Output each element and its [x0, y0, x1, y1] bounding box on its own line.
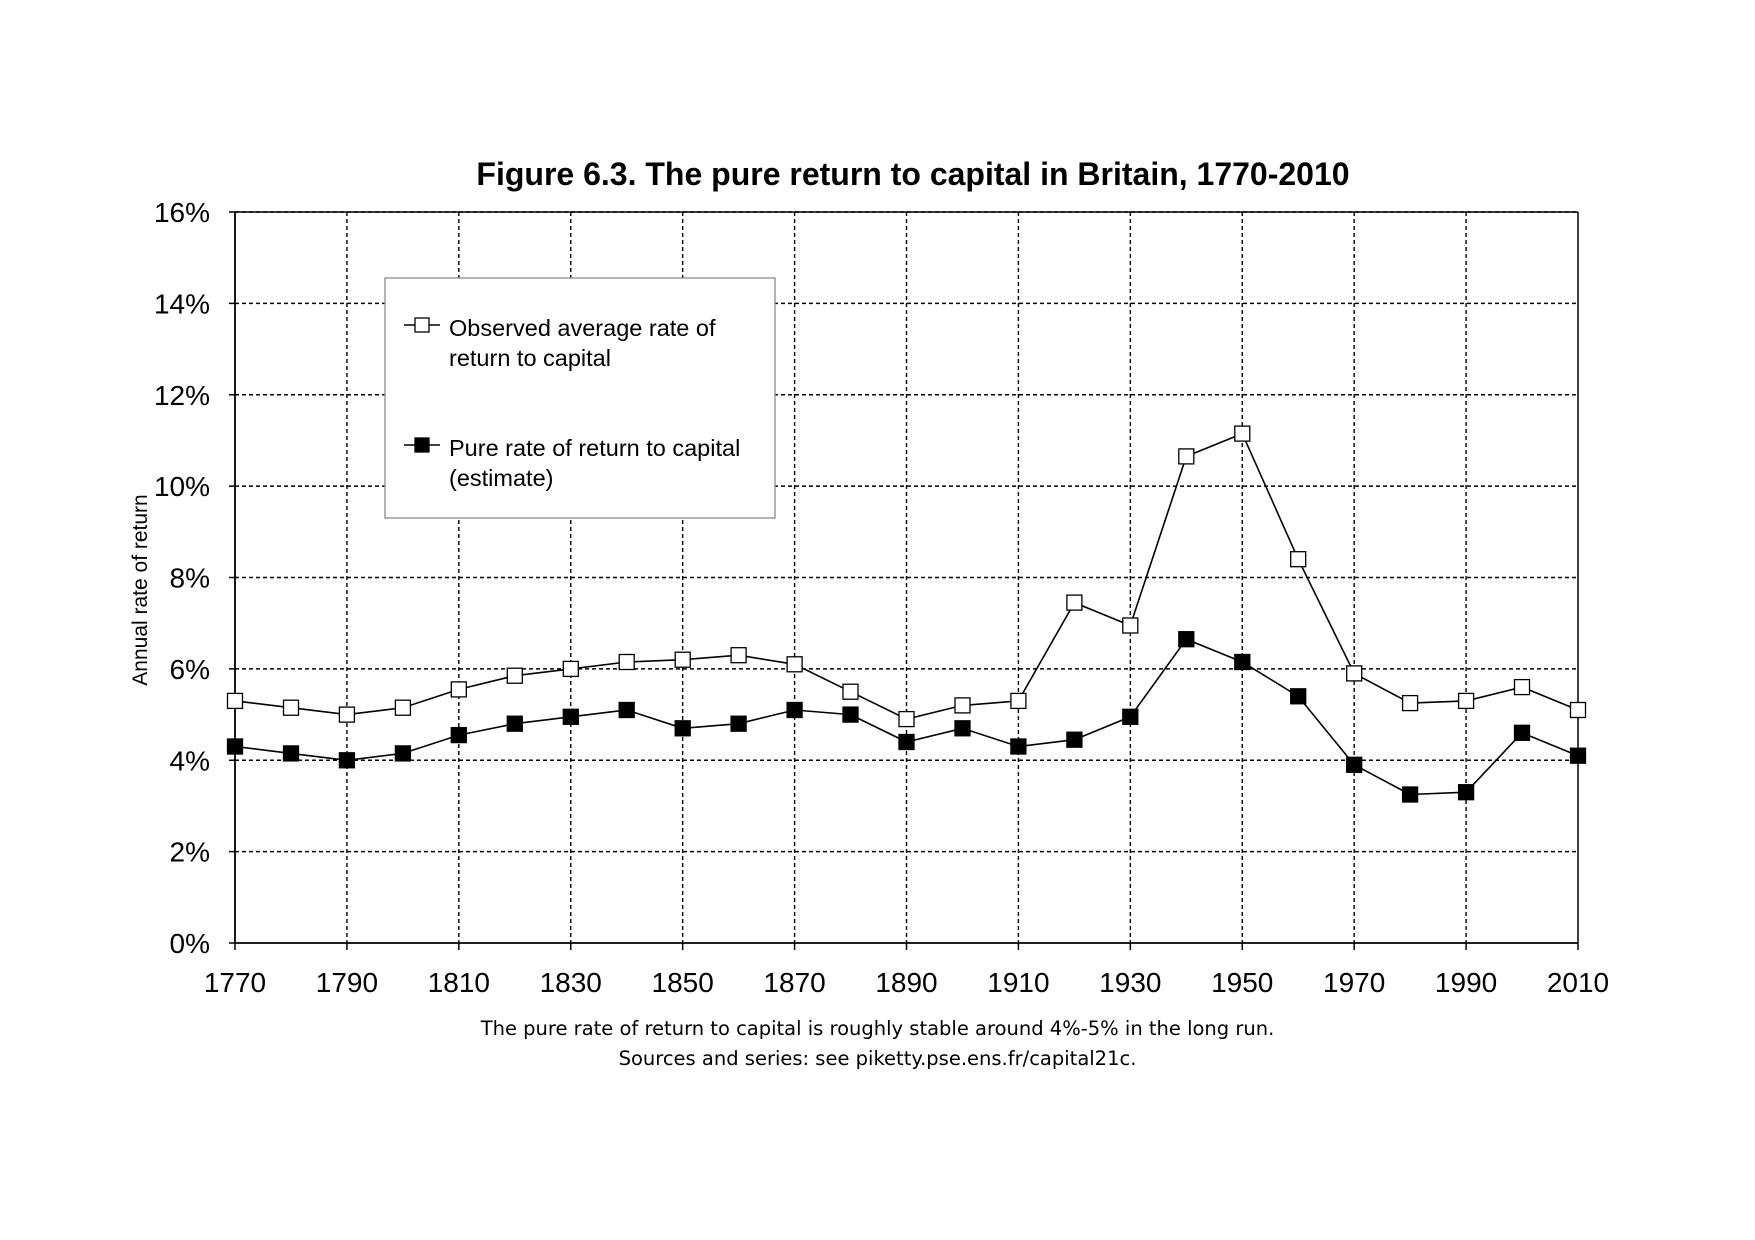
data-point-pure — [618, 701, 635, 719]
data-point-pure — [1346, 756, 1363, 773]
data-point-pure — [954, 720, 971, 737]
data-point-pure — [1401, 786, 1419, 803]
data-point-observed — [1122, 617, 1139, 634]
y-tick-label: 16% — [154, 197, 210, 228]
y-tick-label: 10% — [154, 471, 210, 502]
x-tick-labels: 1770 1790 1810 1830 1850 1870 1890 1910 1930 1950… — [204, 967, 1609, 998]
data-point-pure — [394, 745, 412, 762]
y-tick-label: 14% — [154, 288, 210, 319]
x-tick-label: 1950 — [1211, 967, 1273, 998]
data-point-observed — [282, 699, 300, 716]
data-point-observed — [898, 710, 915, 728]
legend-label-observed: Observed average rate of return to capit… — [449, 315, 722, 371]
data-point-observed — [618, 653, 635, 671]
data-point-observed — [1513, 678, 1531, 696]
data-point-observed — [1010, 692, 1027, 710]
y-tick-labels: 0% 2% 4% 6% 8% 10% 12% 14% 16% — [154, 197, 210, 959]
legend-label-pure: Pure rate of return to capital (estimate… — [449, 435, 747, 491]
x-tick-label: 1850 — [652, 967, 714, 998]
legend-marker-pure — [414, 437, 430, 453]
data-point-observed — [394, 699, 412, 716]
y-tick-label: 0% — [170, 928, 210, 959]
legend: Observed average rate of return to capit… — [384, 277, 776, 519]
data-point-pure — [338, 752, 356, 769]
data-point-observed — [1346, 665, 1363, 682]
axes — [229, 211, 1579, 950]
x-tick-label: 1790 — [316, 967, 378, 998]
data-point-observed — [842, 683, 859, 700]
data-point-observed — [226, 692, 244, 710]
data-point-pure — [562, 708, 579, 725]
data-point-observed — [1569, 701, 1587, 719]
data-point-pure — [1513, 724, 1531, 741]
data-point-pure — [786, 701, 803, 719]
data-point-observed — [1066, 594, 1083, 611]
data-point-observed — [1290, 551, 1307, 568]
data-point-pure — [730, 715, 747, 732]
data-point-observed — [1178, 448, 1195, 465]
x-tick-label: 1770 — [204, 967, 266, 998]
data-point-observed — [786, 656, 803, 673]
data-point-pure — [842, 706, 859, 723]
chart-title: Figure 6.3. The pure return to capital i… — [476, 156, 1349, 192]
x-tick-label: 1990 — [1435, 967, 1497, 998]
y-tick-label: 12% — [154, 380, 210, 411]
x-tick-label: 1910 — [987, 967, 1049, 998]
data-point-pure — [226, 738, 244, 755]
legend-marker-observed — [414, 317, 430, 333]
x-tick-label: 1970 — [1323, 967, 1385, 998]
caption-summary: The pure rate of return to capital is ro… — [480, 1017, 1275, 1040]
y-tick-label: 6% — [170, 654, 210, 685]
x-tick-label: 1930 — [1099, 967, 1161, 998]
data-point-pure — [282, 745, 300, 762]
data-point-observed — [954, 697, 971, 714]
y-tick-label: 2% — [170, 837, 210, 868]
data-point-observed — [338, 706, 356, 723]
data-point-observed — [1234, 425, 1251, 442]
caption-sources: Sources and series: see piketty.pse.ens.… — [618, 1047, 1137, 1070]
data-point-pure — [1569, 747, 1587, 764]
y-tick-label: 8% — [170, 563, 210, 594]
legend-box — [384, 277, 776, 519]
data-point-pure — [1457, 784, 1475, 801]
y-axis-label: Annual rate of return — [129, 494, 152, 685]
data-point-observed — [674, 651, 691, 668]
data-point-pure — [674, 720, 691, 737]
grid — [235, 211, 1578, 943]
data-point-pure — [898, 733, 915, 751]
data-point-pure — [1234, 653, 1251, 671]
x-tick-label: 1870 — [763, 967, 825, 998]
data-point-observed — [1457, 692, 1475, 710]
x-tick-label: 1890 — [875, 967, 937, 998]
data-point-pure — [506, 715, 523, 732]
data-point-pure — [450, 726, 467, 744]
x-tick-label: 2010 — [1547, 967, 1609, 998]
data-point-observed — [562, 660, 579, 678]
y-tick-label: 4% — [170, 745, 210, 776]
data-point-observed — [506, 667, 523, 684]
x-tick-label: 1830 — [540, 967, 602, 998]
data-point-pure — [1066, 731, 1083, 748]
series — [226, 425, 1587, 803]
data-point-pure — [1290, 688, 1307, 705]
data-point-observed — [450, 681, 467, 698]
data-point-pure — [1010, 738, 1027, 755]
data-point-pure — [1122, 708, 1139, 725]
x-tick-label: 1810 — [428, 967, 490, 998]
data-point-pure — [1178, 631, 1195, 648]
data-point-observed — [730, 647, 747, 664]
data-point-observed — [1401, 694, 1419, 712]
